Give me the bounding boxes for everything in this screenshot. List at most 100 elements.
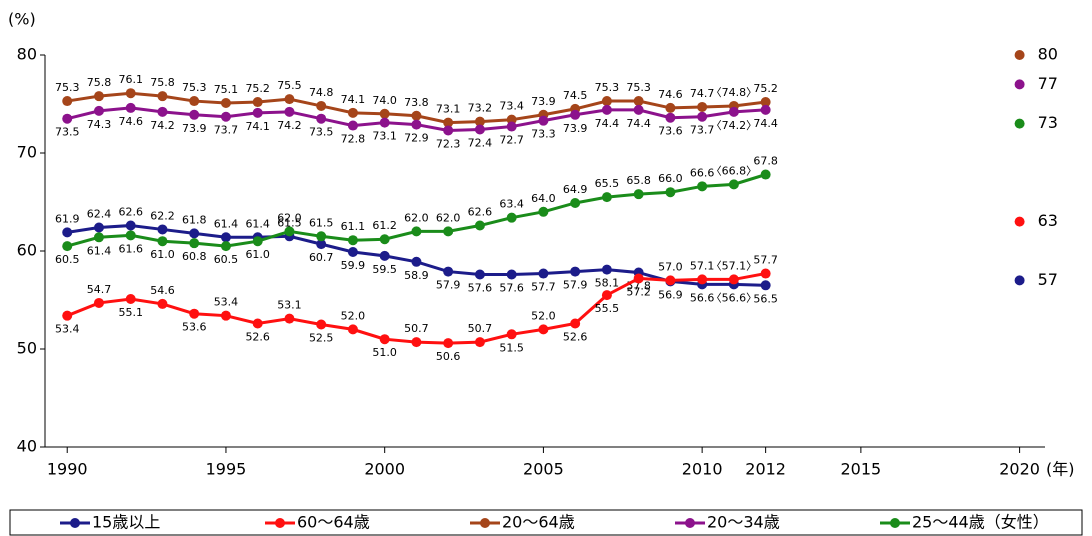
value-label: 57.2 (626, 285, 651, 298)
value-label: 75.3 (595, 81, 620, 94)
legend-marker (275, 518, 285, 528)
point (411, 110, 422, 121)
value-label: 75.1 (214, 83, 239, 96)
point (697, 274, 708, 285)
value-label: 55.1 (118, 306, 143, 319)
value-label: 61.0 (245, 248, 270, 261)
point (697, 111, 708, 122)
value-label: 54.7 (87, 283, 112, 296)
value-label: 64.9 (563, 183, 588, 196)
value-label: 〈74.2〉 (711, 119, 758, 132)
value-label: 66.6 (690, 166, 715, 179)
value-label: 66.0 (658, 172, 683, 185)
value-label: 50.6 (436, 350, 461, 363)
point (411, 337, 422, 348)
value-label: 62.2 (150, 209, 175, 222)
point (443, 226, 454, 237)
point (697, 181, 708, 192)
point (189, 308, 200, 319)
point (728, 106, 739, 117)
value-label: 51.5 (499, 341, 524, 354)
target-point (1014, 118, 1025, 129)
value-label: 75.3 (182, 81, 207, 94)
point (443, 338, 454, 349)
value-label: 73.8 (404, 96, 429, 109)
x-tick-label: 2015 (841, 460, 882, 479)
target-label: 63 (1038, 211, 1058, 230)
point (189, 238, 200, 249)
value-label: 57.9 (436, 279, 461, 292)
value-label: 62.0 (436, 211, 461, 224)
value-label: 75.2 (753, 82, 778, 95)
value-label: 57.9 (563, 279, 588, 292)
point (506, 329, 517, 340)
point (538, 206, 549, 217)
point (538, 268, 549, 279)
legend-marker (480, 518, 490, 528)
target-point (1014, 50, 1025, 60)
value-label: 50.7 (404, 322, 429, 335)
value-label: 63.4 (499, 198, 524, 211)
point (157, 298, 168, 309)
target-label: 73 (1038, 113, 1058, 132)
point (601, 264, 612, 275)
point (316, 100, 327, 111)
value-label: 56.6 (690, 291, 715, 304)
value-label: 65.5 (595, 177, 620, 190)
value-label: 55.5 (595, 302, 620, 315)
target-point (1014, 275, 1025, 286)
point (379, 117, 390, 128)
value-label: 61.4 (214, 217, 239, 230)
value-label: 52.6 (563, 331, 588, 344)
point (697, 101, 708, 112)
value-label: 57.7 (531, 281, 556, 294)
point (220, 232, 231, 243)
point (760, 169, 771, 180)
point (506, 269, 517, 280)
value-label: 73.4 (499, 100, 524, 113)
x-tick-label: 2010 (682, 460, 723, 479)
point (601, 96, 612, 107)
point (347, 324, 358, 335)
value-label: 75.8 (150, 76, 175, 89)
value-label: 61.0 (150, 248, 175, 261)
value-label: 72.9 (404, 132, 429, 145)
point (284, 94, 295, 105)
value-label: 60.7 (309, 251, 334, 264)
value-label: 76.1 (118, 73, 143, 86)
point (252, 318, 263, 329)
value-label: 52.0 (341, 309, 366, 322)
value-label: 74.7 (690, 87, 715, 100)
value-label: 67.8 (753, 155, 778, 168)
point (347, 120, 358, 131)
point (189, 109, 200, 120)
point (570, 197, 581, 208)
point (633, 273, 644, 284)
x-tick-label: 2000 (364, 460, 405, 479)
point (601, 192, 612, 203)
point (474, 116, 485, 127)
value-label: 60.8 (182, 250, 207, 263)
point (665, 275, 676, 286)
point (760, 104, 771, 115)
point (379, 108, 390, 119)
x-tick-label: 2020 (999, 460, 1040, 479)
value-label: 57.6 (468, 282, 493, 295)
x-tick-label: 2012 (745, 460, 786, 479)
value-label: 61.4 (87, 244, 112, 257)
value-label: 75.2 (245, 82, 270, 95)
value-label: 60.5 (55, 253, 80, 266)
value-label: 61.2 (372, 219, 397, 232)
point (633, 189, 644, 200)
legend-label: 20～34歳 (707, 513, 780, 532)
legend-marker (70, 518, 80, 528)
value-label: 73.7 (690, 124, 715, 137)
point (220, 310, 231, 321)
point (411, 226, 422, 237)
legend-label: 15歳以上 (92, 513, 160, 532)
point (157, 106, 168, 117)
point (316, 319, 327, 330)
y-tick-label: 50 (17, 339, 37, 358)
value-label: 62.4 (87, 207, 112, 220)
value-label: 64.0 (531, 192, 556, 205)
